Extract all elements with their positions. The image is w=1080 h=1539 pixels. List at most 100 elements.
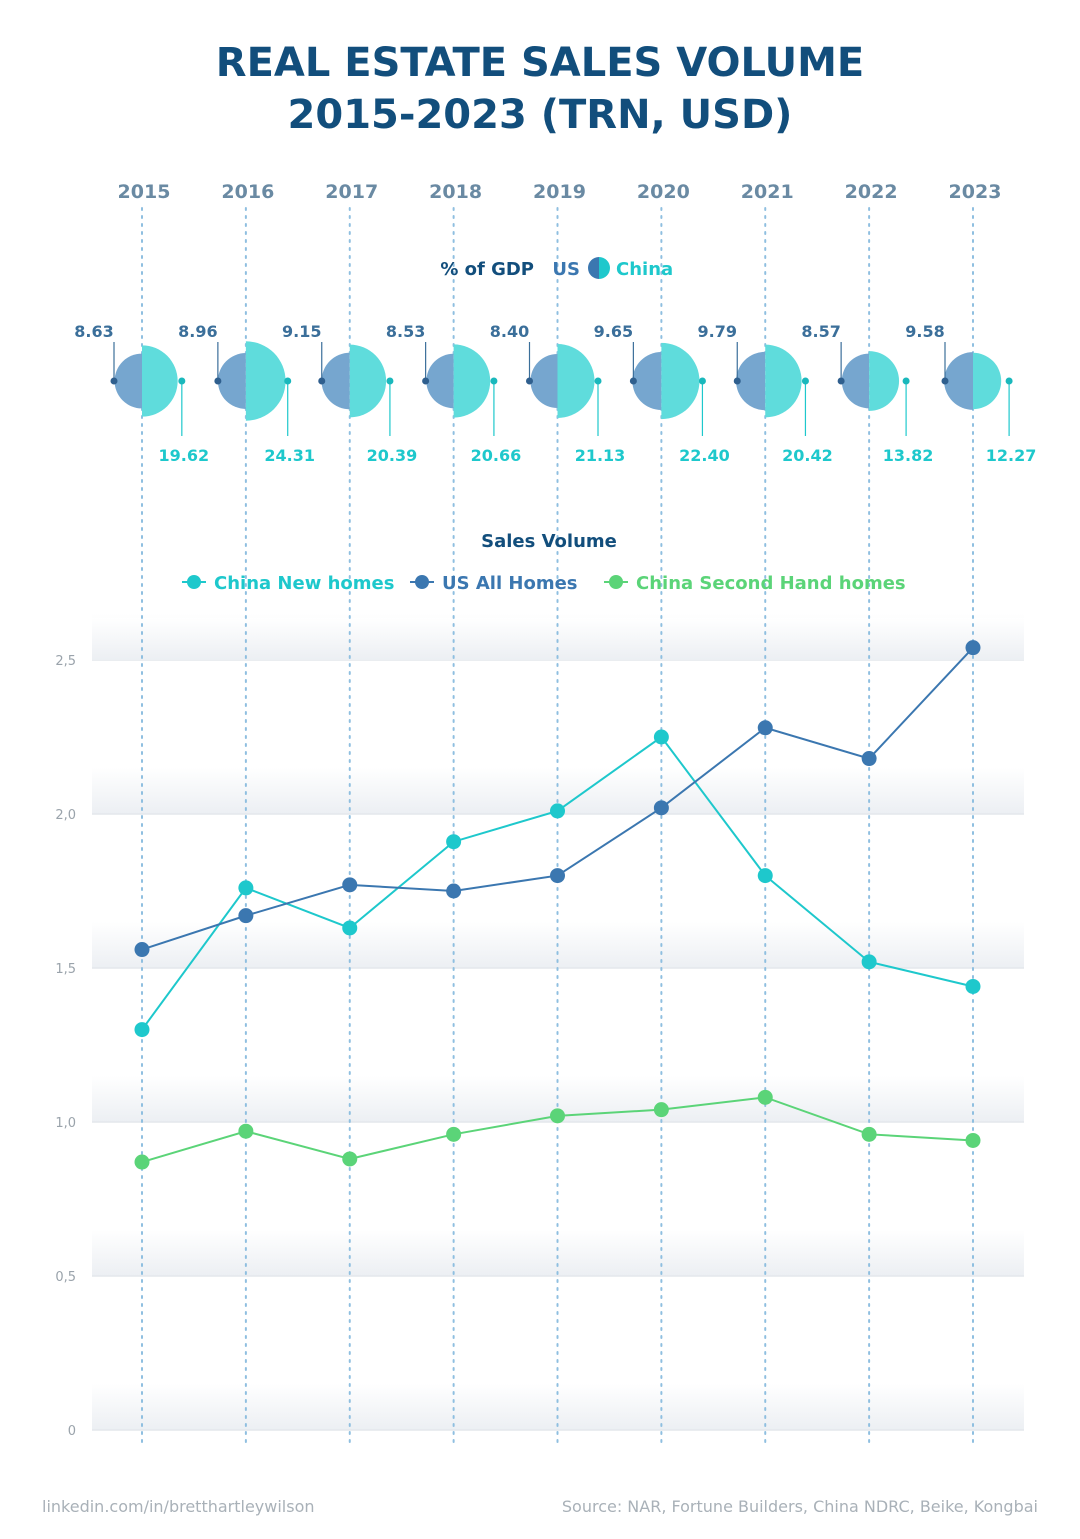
gdp-us-dot-2016 [214,377,222,385]
gdp-china-half-2015 [142,345,178,417]
legend-label-1: US All Homes [442,573,578,594]
year-label-2022: 2022 [845,181,898,203]
gdp-us-half-2019 [530,353,558,409]
point-2-2022 [861,1126,877,1142]
gdp-legend-china: China [616,259,673,280]
gdp-us-dot-2021 [733,377,741,385]
gdp-china-half-2023 [973,352,1002,410]
title-line-2: 2015-2023 (TRN, USD) [288,92,793,138]
title-line-1: REAL ESTATE SALES VOLUME [216,40,864,86]
year-label-2015: 2015 [118,181,171,203]
gdp-us-value-2020: 9.65 [594,322,633,341]
year-label-2017: 2017 [325,181,378,203]
gdp-china-value-2015: 19.62 [159,446,210,465]
point-1-2019 [550,868,565,884]
legend-label-2: China Second Hand homes [636,573,906,594]
gdp-us-dot-2017 [318,377,326,385]
gdp-us-value-2018: 8.53 [386,322,425,341]
gdp-us-dot-2020 [629,377,637,385]
gdp-china-value-2018: 20.66 [471,446,522,465]
point-1-2023 [965,640,981,656]
gdp-china-half-2021 [765,344,802,418]
gdp-china-value-2022: 13.82 [883,446,934,465]
gdp-china-dot-2023 [1005,377,1013,385]
point-0-2016 [238,880,254,896]
gdp-us-dot-2019 [526,377,533,385]
point-2-2021 [757,1089,773,1105]
gdp-china-value-2023: 12.27 [986,446,1037,465]
y-tick-2: 1,0 [55,1116,76,1131]
point-1-2016 [238,908,254,924]
gdp-legend-us-half-icon [588,257,599,279]
gdp-circles: 8.63 19.62 8.96 24.31 9.15 20.39 8.53 20.66 8.40… [74,322,1036,465]
gdp-china-half-2020 [661,342,700,420]
gdp-us-half-2021 [736,351,766,411]
point-1-2021 [757,720,773,736]
gdp-legend: % of GDP US China [440,257,673,280]
gdp-us-value-2017: 9.15 [282,322,321,341]
gdp-china-value-2019: 21.13 [575,446,626,465]
gdp-us-dot-2023 [941,377,949,385]
gdp-us-half-2023 [944,352,973,410]
gdp-us-value-2016: 8.96 [178,322,217,341]
gdp-china-dot-2019 [594,377,602,385]
y-tick-1: 0,5 [55,1270,76,1285]
legend-marker-1 [415,575,429,589]
y-tick-3: 1,5 [55,962,76,977]
gdp-china-dot-2018 [490,377,498,385]
year-label-2016: 2016 [221,181,274,203]
gdp-us-value-2015: 8.63 [74,322,113,341]
gdp-china-half-2016 [245,341,286,421]
gdp-us-half-2015 [114,353,142,409]
gdp-legend-china-half-icon [599,257,610,279]
legend-label-0: China New homes [214,573,394,594]
legend-marker-2 [609,575,623,589]
year-label-2023: 2023 [949,181,1002,203]
gdp-china-value-2017: 20.39 [367,446,418,465]
point-0-2021 [757,868,773,884]
gdp-us-dot-2018 [422,377,430,385]
footer-source: Source: NAR, Fortune Builders, China NDR… [562,1497,1038,1516]
series-group [134,640,981,1170]
gdp-legend-label: % of GDP [440,259,534,280]
point-0-2019 [550,803,565,819]
sales-volume-title: Sales Volume [481,531,617,552]
band-0 [92,1383,1024,1430]
gdp-china-value-2016: 24.31 [264,446,315,465]
sales-legend: China New homes US All Homes China Second … [182,573,906,594]
gdp-us-half-2020 [632,352,662,410]
band-1 [92,1229,1024,1276]
y-tick-4: 2,0 [55,808,76,823]
gdp-china-dot-2015 [178,377,186,385]
legend-marker-0 [187,575,201,589]
point-0-2015 [134,1022,150,1038]
point-2-2017 [342,1151,358,1167]
gdp-china-dot-2016 [284,377,292,385]
y-tick-5: 2,5 [55,654,76,669]
gdp-china-half-2019 [557,343,595,419]
gdp-us-value-2021: 9.79 [698,322,737,341]
gdp-us-dot-2015 [110,377,118,385]
year-label-2020: 2020 [637,181,690,203]
point-0-2023 [965,978,981,994]
point-2-2018 [446,1126,462,1142]
gdp-china-half-2018 [453,344,491,418]
point-0-2017 [342,920,358,936]
gdp-china-dot-2021 [801,377,809,385]
point-1-2022 [861,751,877,767]
point-1-2018 [446,883,462,899]
gdp-china-value-2020: 22.40 [679,446,730,465]
gdp-us-value-2022: 8.57 [801,322,840,341]
point-2-2023 [965,1132,981,1148]
point-2-2019 [550,1108,565,1124]
point-0-2022 [861,954,877,970]
year-labels: 2015 2016 2017 2018 2019 2020 2021 2022 2023 [118,181,1002,203]
gdp-us-value-2023: 9.58 [905,322,944,341]
year-guides [141,207,974,1447]
gdp-china-value-2021: 20.42 [782,446,833,465]
point-2-2020 [653,1102,669,1118]
point-0-2020 [653,729,669,745]
y-tick-0: 0 [68,1424,76,1439]
gdp-legend-us: US [552,259,580,280]
